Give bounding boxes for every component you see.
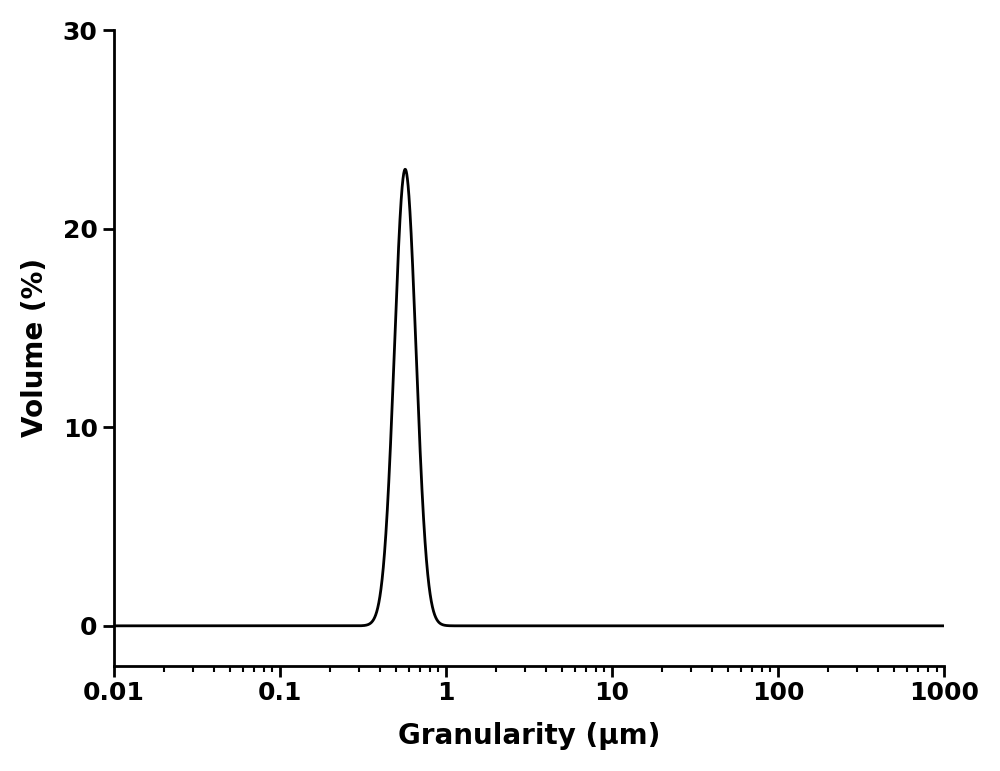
Y-axis label: Volume (%): Volume (%) [21, 258, 49, 437]
X-axis label: Granularity (μm): Granularity (μm) [398, 722, 660, 750]
